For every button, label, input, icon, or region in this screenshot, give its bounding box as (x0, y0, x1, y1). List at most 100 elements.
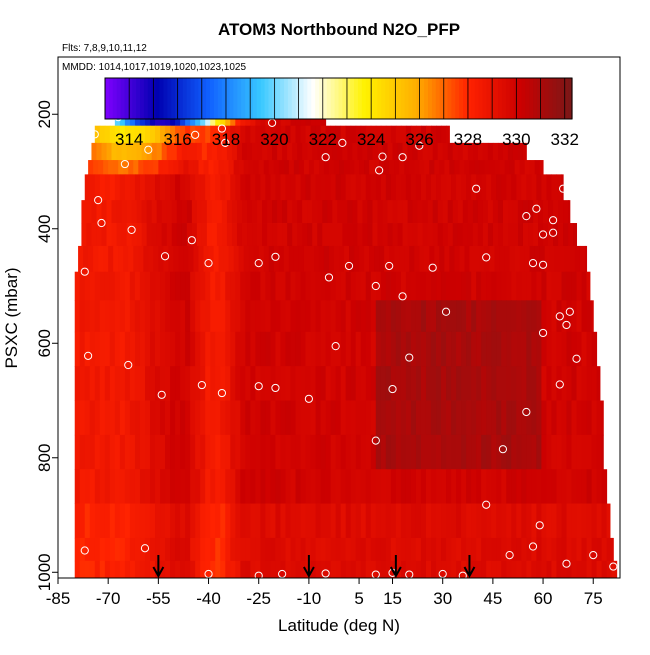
heatmap-cell (195, 271, 201, 301)
heatmap-cell (255, 537, 261, 562)
heatmap-cell (446, 174, 452, 201)
heatmap-cell (200, 469, 206, 504)
heatmap-cell (295, 469, 302, 504)
heatmap-cell (185, 366, 191, 401)
axes: -85 -70 -55 -40 -25 -10 5 15 30 45 60 7520040060080… (35, 100, 603, 608)
heatmap-cell (382, 200, 389, 224)
heatmap-cell (260, 271, 266, 301)
heatmap-cell (516, 366, 522, 401)
heatmap-cell (345, 271, 352, 301)
heatmap-cell (230, 300, 236, 333)
heatmap-cell (543, 223, 549, 247)
heatmap-cell (446, 503, 452, 539)
heatmap-cell (370, 503, 377, 539)
heatmap-cell (166, 142, 173, 161)
heatmap-cell (471, 537, 477, 562)
heatmap-cell (372, 223, 378, 247)
heatmap-cell (104, 469, 111, 504)
heatmap-cell (273, 245, 280, 273)
heatmap-cell (350, 366, 357, 401)
heatmap-cell (178, 245, 184, 273)
heatmap-cell (414, 160, 420, 175)
heatmap-cell (451, 300, 457, 333)
heatmap-cell (156, 200, 163, 224)
heatmap-cell (106, 142, 113, 161)
colorbar-swatch (237, 78, 242, 119)
heatmap-cell (536, 503, 542, 539)
heatmap-cell (349, 245, 355, 273)
sample-point (254, 259, 263, 268)
heatmap-cell (320, 469, 327, 504)
heatmap-cell (298, 160, 305, 175)
heatmap-cell (491, 560, 497, 579)
colorbar-swatch (509, 78, 515, 119)
heatmap-cell (512, 200, 519, 224)
heatmap-cell (275, 331, 281, 367)
heatmap-cell (183, 160, 189, 175)
heatmap-cell (168, 160, 174, 175)
heatmap-cell (144, 469, 151, 504)
sample-point (84, 351, 93, 360)
heatmap-cell (352, 200, 358, 224)
heatmap-cell (310, 503, 317, 539)
heatmap-cell (175, 331, 181, 367)
heatmap-cell (516, 174, 522, 201)
heatmap-cell (409, 245, 415, 273)
heatmap-cell (420, 331, 427, 367)
heatmap-cell (173, 160, 179, 175)
heatmap-cell (466, 271, 472, 301)
heatmap-cell (385, 174, 392, 201)
heatmap-cell (379, 245, 385, 273)
colorbar-swatch (307, 78, 312, 119)
heatmap-cell (141, 223, 148, 247)
heatmap-cell (255, 366, 261, 401)
heatmap-cell (340, 503, 347, 539)
heatmap-cell (325, 331, 332, 367)
heatmap-cell (200, 125, 206, 144)
heatmap-cell (586, 503, 593, 539)
sample-point (271, 252, 280, 261)
heatmap-cell (430, 537, 437, 562)
heatmap-cell (466, 174, 472, 201)
heatmap-cell (129, 503, 136, 539)
colorbar-swatch (494, 78, 499, 119)
heatmap-cell (507, 142, 514, 161)
heatmap-cell (176, 200, 183, 224)
heatmap-cell (156, 223, 163, 247)
sample-point (522, 407, 531, 417)
heatmap-cell (175, 469, 181, 504)
heatmap-cell (265, 174, 271, 201)
heatmap-cell (305, 434, 312, 470)
heatmap-cell (606, 537, 613, 562)
heatmap-cell (436, 503, 442, 539)
colorbar-swatch (548, 78, 554, 119)
heatmap-cell (529, 160, 536, 175)
heatmap-cell (394, 160, 400, 175)
heatmap-cell (99, 469, 106, 504)
heatmap-cell (410, 560, 417, 579)
heatmap-cell (160, 434, 166, 470)
heatmap-cell (200, 331, 206, 367)
heatmap-cell (109, 125, 116, 144)
heatmap-cell (541, 537, 547, 562)
heatmap-cell (282, 142, 288, 161)
heatmap-cell (345, 174, 352, 201)
heatmap-cell (243, 160, 250, 175)
heatmap-cell (240, 366, 246, 401)
heatmap-cell (285, 400, 291, 436)
heatmap-cell (392, 200, 399, 224)
heatmap-cell (459, 245, 465, 273)
flight-arrow-head (152, 566, 165, 579)
heatmap-cell (340, 331, 347, 367)
heatmap-cell (129, 174, 136, 201)
heatmap-cell (501, 503, 507, 539)
heatmap-cell (410, 300, 417, 333)
heatmap-cell (315, 434, 322, 470)
heatmap-cell (165, 503, 171, 539)
heatmap-cell (139, 400, 146, 436)
heatmap-cell (502, 200, 509, 224)
heatmap-cell (509, 245, 516, 273)
heatmap-cell (375, 400, 382, 436)
heatmap-cell (395, 125, 402, 144)
